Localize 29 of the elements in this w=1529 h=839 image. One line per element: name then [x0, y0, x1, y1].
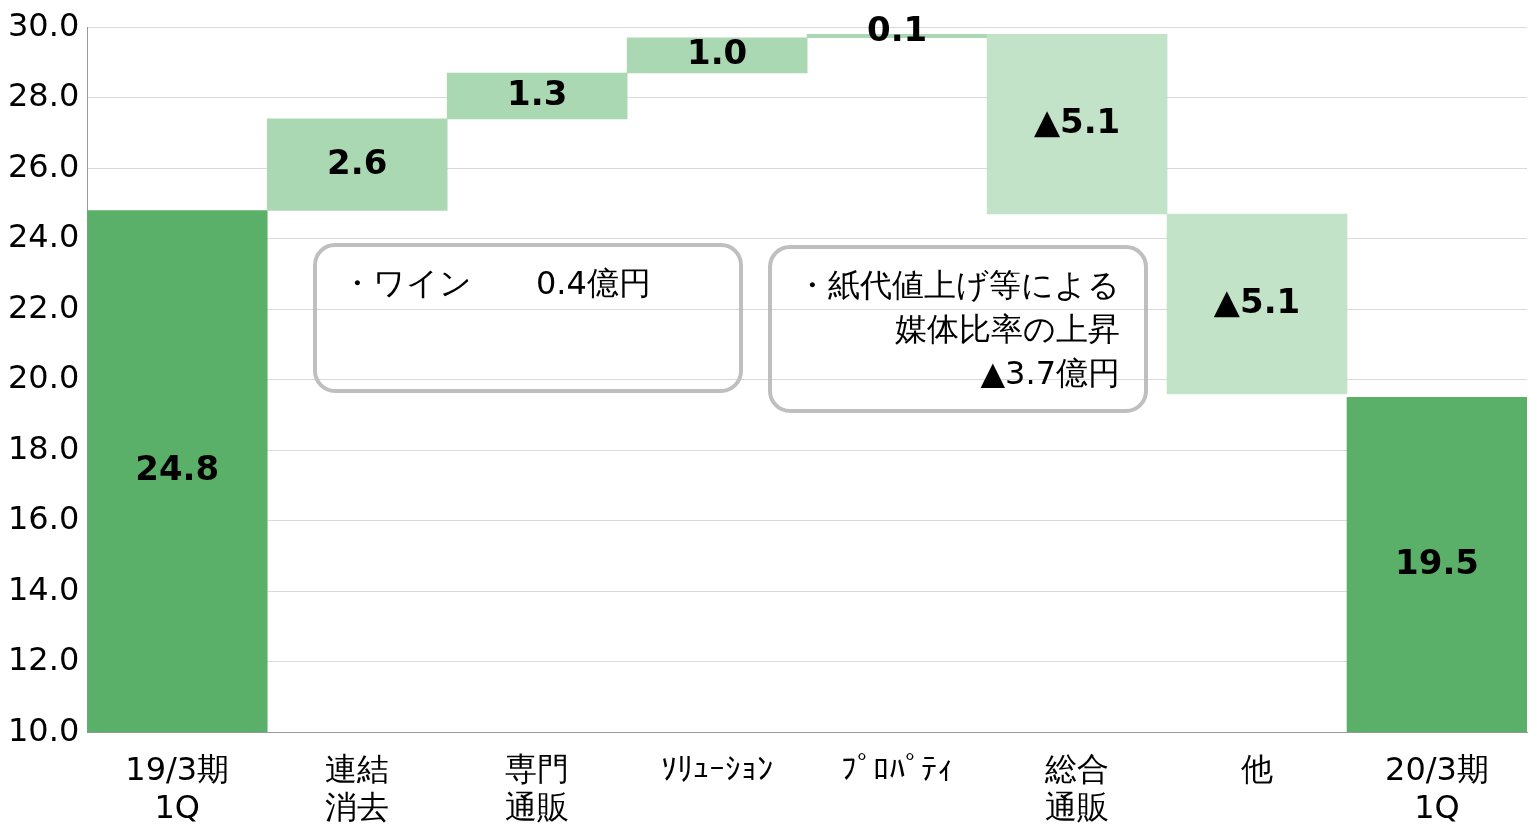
y-tick-label: 22.0: [8, 287, 80, 326]
x-tick-label: ﾌﾟﾛﾊﾟﾃｨ: [841, 749, 954, 788]
y-tick-label: 20.0: [8, 358, 80, 397]
x-tick-label: ｿﾘｭｰｼｮﾝ: [661, 749, 774, 788]
data-label: 2.6: [327, 141, 388, 182]
x-tick-label: 他: [1241, 749, 1274, 788]
y-tick-label: 26.0: [8, 146, 80, 185]
y-tick-label: 28.0: [8, 76, 80, 115]
x-tick-label: 総合通販: [1044, 749, 1110, 827]
data-label: ▲5.1: [1213, 280, 1301, 321]
x-tick-label: 連結消去: [325, 749, 390, 827]
callout-box: ・ワイン 0.4億円: [313, 243, 743, 393]
data-label: 19.5: [1395, 541, 1479, 582]
data-label: 1.3: [507, 72, 568, 113]
callout-box: ・紙代値上げ等による媒体比率の上昇 ▲3.7億円: [768, 245, 1148, 413]
x-tick-label: 専門通販: [505, 749, 570, 827]
y-tick-label: 12.0: [8, 640, 80, 679]
y-tick-label: 30.0: [8, 5, 80, 44]
data-label: 1.0: [687, 32, 748, 73]
data-label: 0.1: [866, 9, 928, 50]
data-label: ▲5.1: [1033, 100, 1121, 141]
y-tick-label: 10.0: [8, 710, 80, 749]
data-label: 24.8: [135, 448, 220, 489]
y-tick-label: 14.0: [8, 569, 80, 608]
y-tick-label: 16.0: [8, 499, 80, 538]
x-tick-label: 19/3期 1Q: [125, 749, 230, 827]
y-tick-label: 24.0: [8, 217, 80, 256]
y-tick-label: 18.0: [8, 428, 80, 467]
x-tick-label: 20/3期 1Q: [1385, 749, 1489, 827]
